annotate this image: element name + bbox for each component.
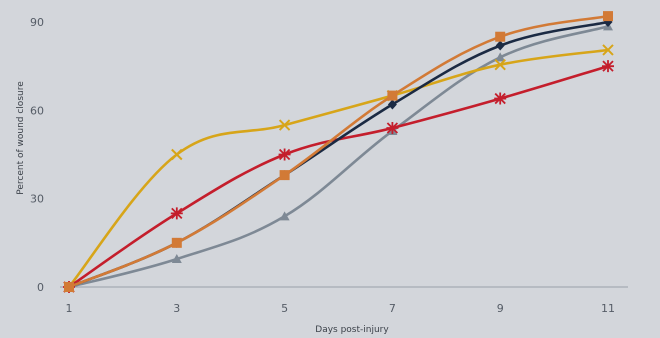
y-tick-labels: 0 30 60 90	[30, 16, 44, 294]
data-point	[603, 11, 613, 22]
data-point	[279, 170, 290, 181]
y-tick-label: 0	[37, 281, 44, 294]
x-tick-labels: 1 3 5 7 9 11	[66, 302, 616, 315]
x-tick-label: 7	[389, 302, 396, 315]
series-line	[67, 25, 610, 289]
x-tick-label: 11	[601, 302, 615, 315]
data-point	[64, 282, 74, 292]
data-point	[495, 52, 506, 62]
x-tick-label: 5	[281, 302, 288, 315]
x-tick-label: 1	[66, 302, 73, 315]
series-line	[67, 20, 610, 289]
data-point	[494, 92, 507, 105]
x-axis-title: Days post-injury	[315, 325, 389, 335]
data-point	[602, 44, 614, 56]
data-point	[171, 254, 182, 264]
series-5	[64, 11, 613, 292]
x-tick-label: 9	[497, 302, 504, 315]
data-point	[278, 148, 291, 161]
data-point	[495, 31, 506, 42]
data-point	[387, 90, 398, 101]
x-tick-label: 3	[173, 302, 180, 315]
y-tick-label: 90	[30, 16, 44, 29]
data-point	[495, 40, 505, 51]
series-1	[64, 21, 613, 291]
data-point	[170, 207, 183, 220]
series-line	[67, 48, 610, 289]
data-point	[279, 211, 290, 221]
data-point	[387, 99, 397, 110]
data-point	[602, 60, 614, 73]
data-point	[171, 237, 182, 248]
data-point	[494, 58, 506, 71]
series-line	[67, 14, 610, 289]
data-point	[278, 119, 291, 131]
series-2	[63, 44, 614, 293]
data-point	[386, 122, 399, 134]
y-axis-title: Percent of wound closure	[16, 81, 26, 195]
data-point	[171, 148, 183, 161]
y-tick-label: 30	[30, 193, 44, 206]
series-layer	[63, 11, 614, 293]
y-tick-label: 60	[30, 104, 44, 117]
